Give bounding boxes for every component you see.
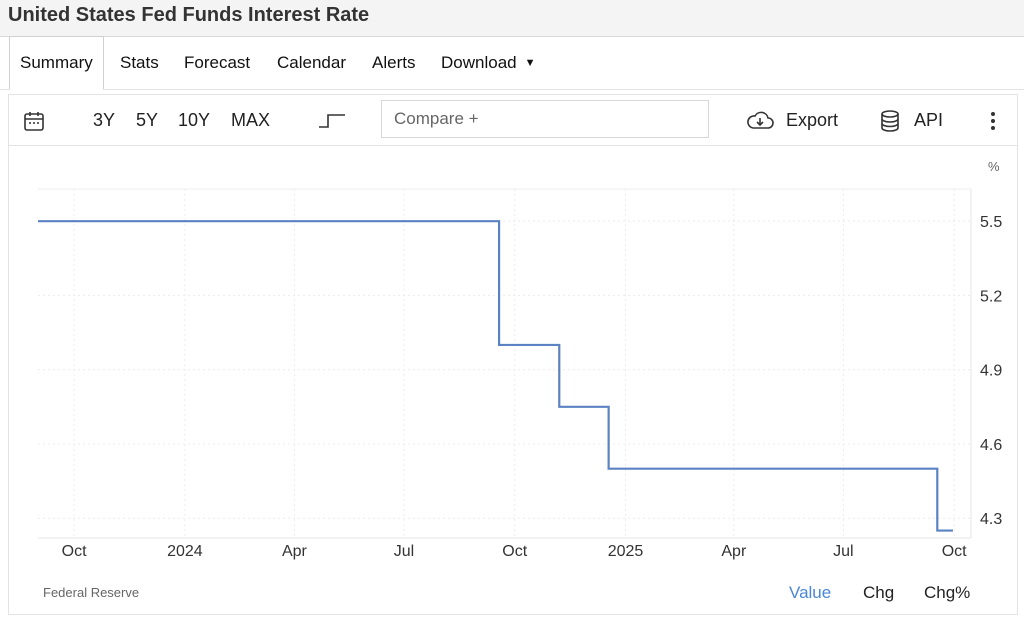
x-tick-label: Oct	[942, 543, 967, 560]
tab-summary[interactable]: Summary	[9, 36, 104, 90]
database-icon	[879, 110, 901, 133]
range-5y[interactable]: 5Y	[136, 110, 159, 130]
chart: 5.5 5.2 4.9 4.6 4.3% Oct 2024 Apr Jul Oct 2025 Apr J…	[38, 159, 1002, 560]
api-button[interactable]: API	[879, 95, 943, 145]
y-tick-label: 4.3	[980, 511, 1002, 528]
x-tick-label: Apr	[721, 543, 747, 560]
x-tick-label: 2024	[167, 543, 203, 560]
api-label: API	[914, 110, 944, 130]
export-label: Export	[786, 110, 839, 130]
vertical-dots-icon[interactable]	[988, 95, 998, 145]
caret-down-icon: ▼	[524, 57, 536, 69]
range-10y[interactable]: 10Y	[178, 110, 211, 130]
chart-panel	[8, 94, 1018, 615]
compare-input[interactable]	[381, 100, 709, 138]
tab-download[interactable]: Download ▼	[441, 37, 536, 89]
series-line	[38, 220, 953, 532]
x-tick-label: Jul	[833, 543, 853, 560]
range-max[interactable]: MAX	[231, 110, 271, 130]
calendar-icon[interactable]	[23, 95, 45, 145]
tab-forecast[interactable]: Forecast	[184, 53, 251, 72]
footer-tab-value[interactable]: Value	[789, 583, 832, 602]
range-3y[interactable]: 3Y	[93, 110, 116, 130]
step-chart-icon[interactable]	[318, 95, 346, 145]
y-tick-label: 4.9	[980, 363, 1002, 380]
tab-bar: Summary Stats Forecast Calendar Alerts D…	[0, 36, 1024, 90]
y-unit-label: %	[988, 159, 1000, 174]
x-tick-label: Apr	[282, 543, 308, 560]
x-tick-label: Oct	[502, 543, 527, 560]
y-tick-label: 5.2	[980, 288, 1002, 305]
tab-calendar[interactable]: Calendar	[277, 53, 346, 72]
x-tick-label: 2025	[608, 543, 644, 560]
tab-alerts[interactable]: Alerts	[372, 53, 416, 72]
x-tick-label: Oct	[62, 543, 87, 560]
chart-toolbar: 3Y 5Y 10Y MAX Export API	[8, 94, 1018, 146]
footer-tab-chg[interactable]: Chg	[863, 583, 895, 602]
footer-tab-chg-pct[interactable]: Chg%	[924, 583, 971, 602]
y-tick-label: 5.5	[980, 214, 1002, 231]
export-button[interactable]: Export	[745, 95, 838, 145]
cloud-download-icon	[745, 110, 775, 130]
source-label: Federal Reserve	[43, 585, 140, 600]
page-title: United States Fed Funds Interest Rate	[8, 4, 370, 26]
y-tick-label: 4.6	[980, 437, 1002, 454]
tab-stats[interactable]: Stats	[120, 53, 159, 72]
x-tick-label: Jul	[394, 543, 414, 560]
title-bar: United States Fed Funds Interest Rate	[0, 0, 1024, 37]
